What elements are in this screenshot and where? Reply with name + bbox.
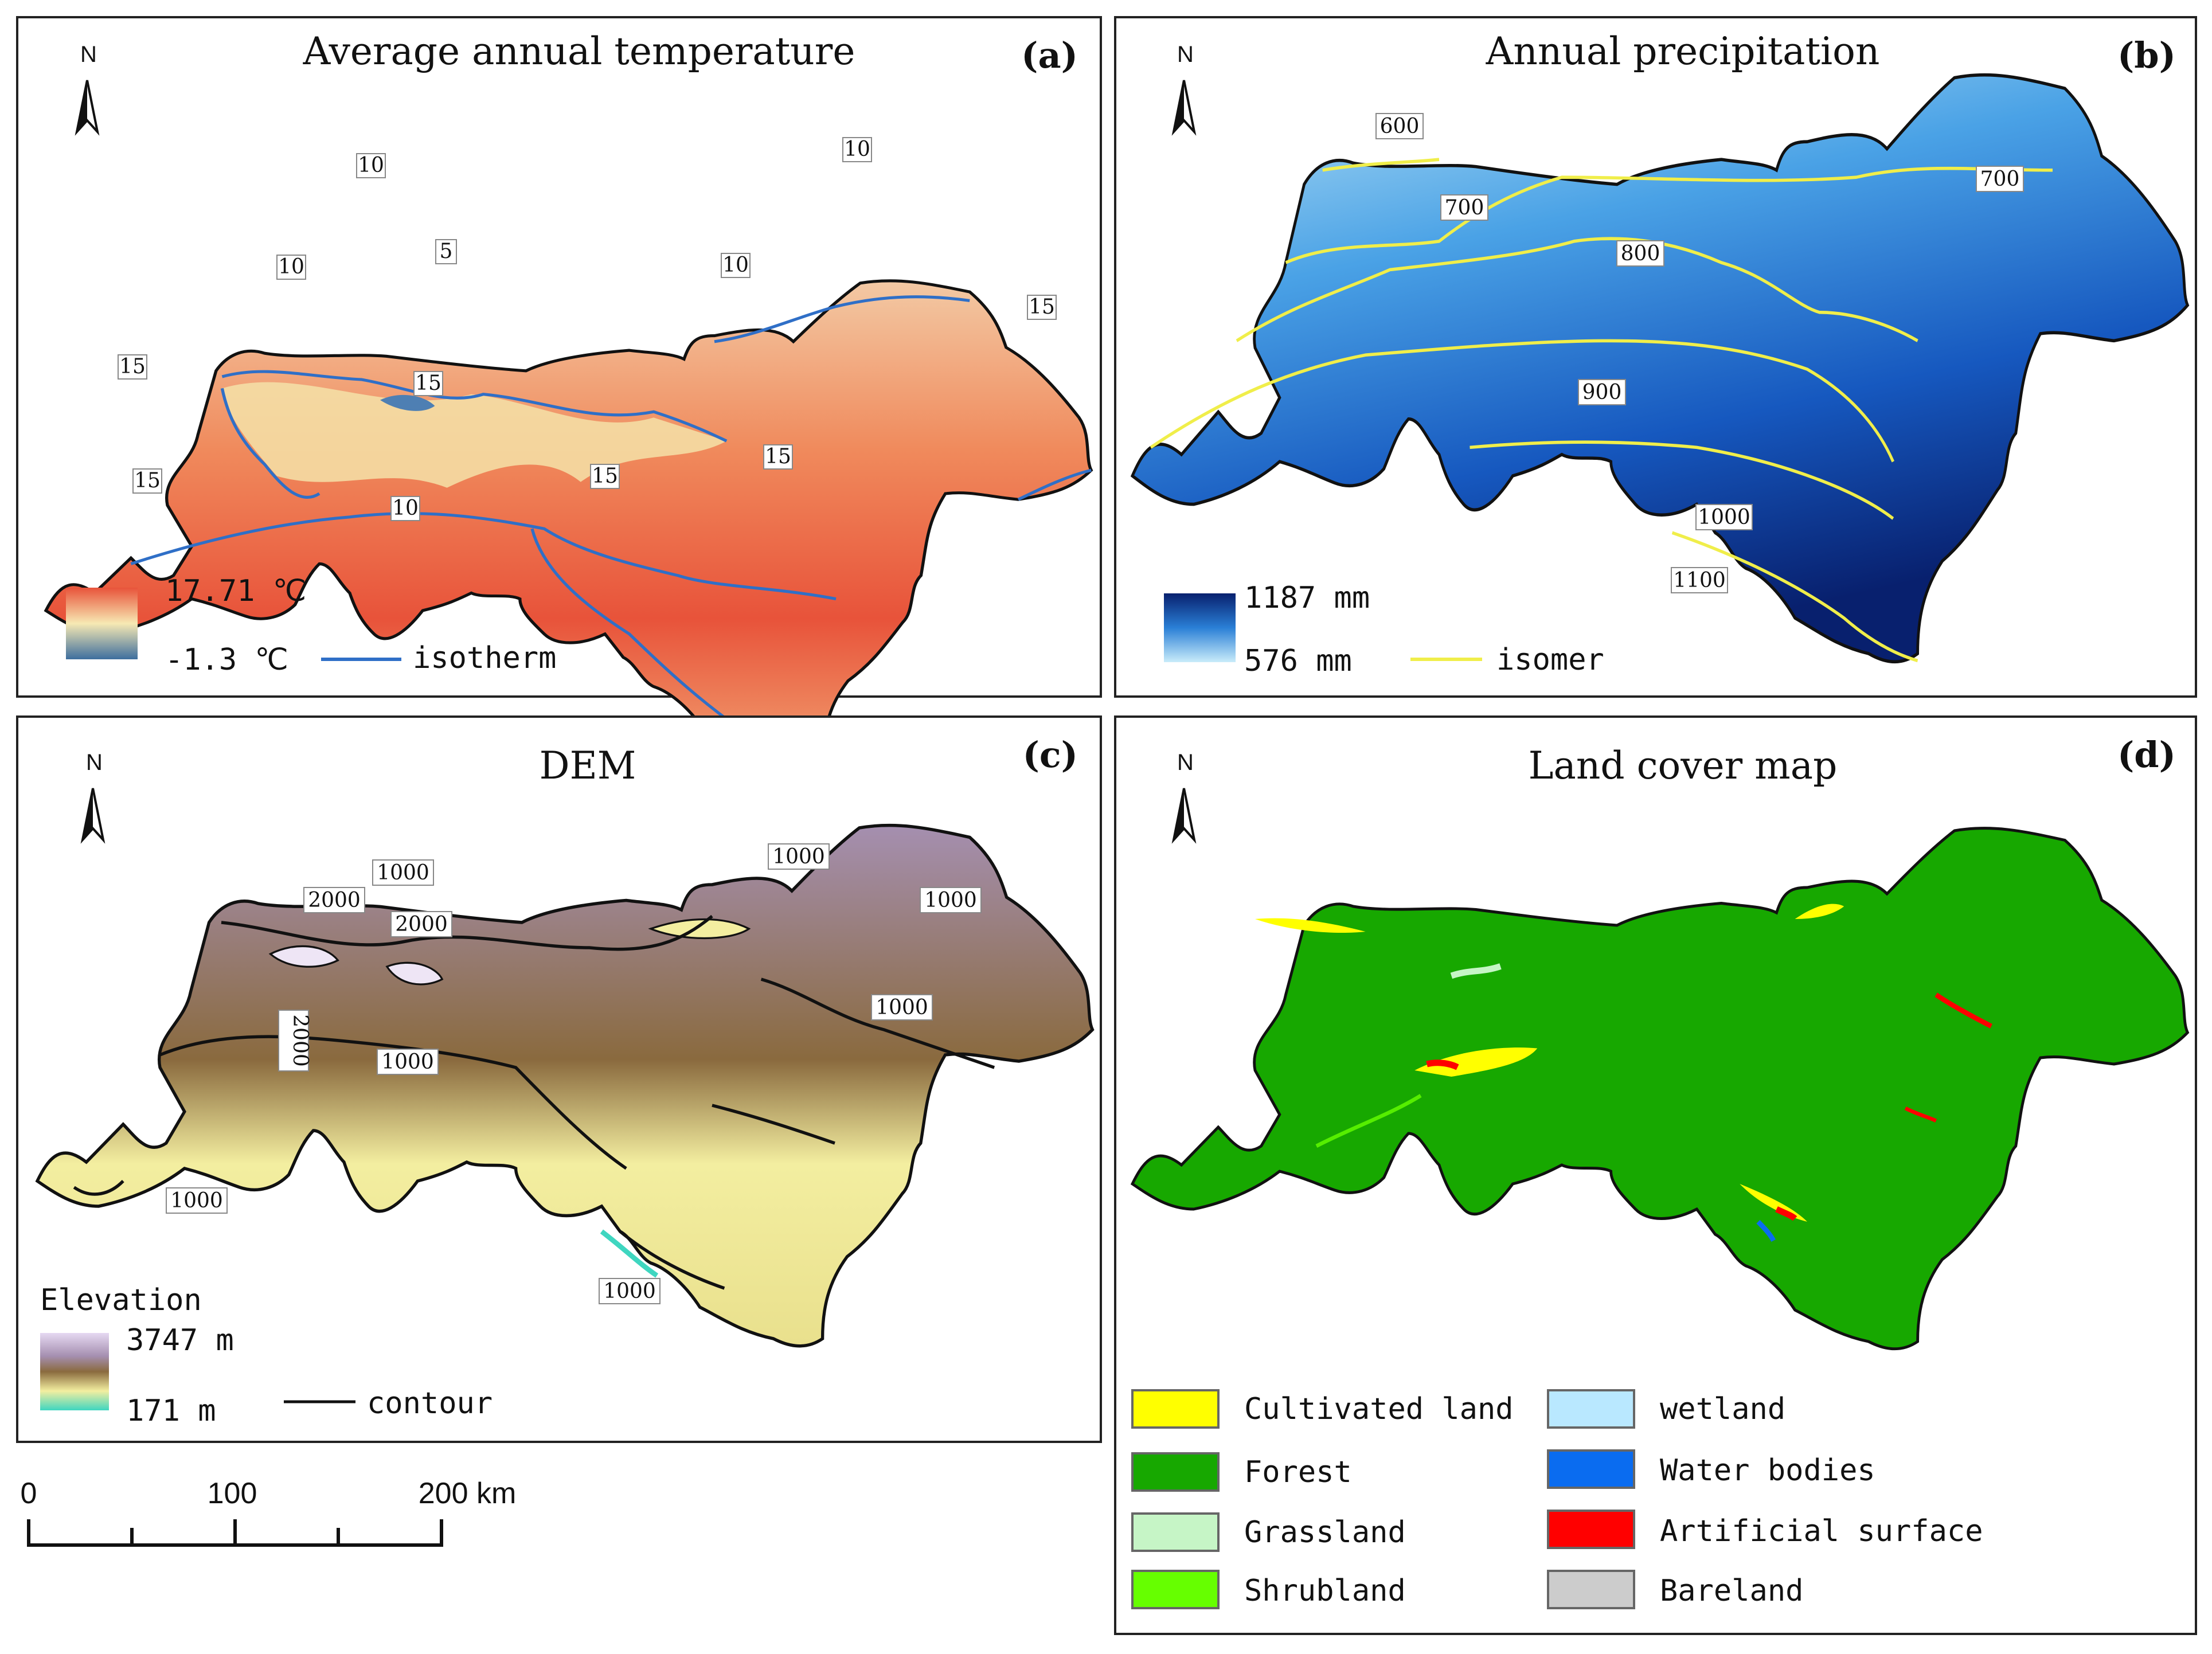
svg-text:Bareland: Bareland	[1660, 1574, 1803, 1608]
svg-text:10: 10	[358, 154, 384, 177]
panel-b-title: Annual precipitation	[1486, 29, 1880, 73]
svg-text:5: 5	[440, 240, 453, 263]
legend-item-artificial-surface: Artificial surface	[1547, 1510, 1983, 1549]
svg-text:1000: 1000	[377, 861, 429, 885]
svg-text:15: 15	[415, 372, 441, 395]
panel-d-title: Land cover map	[1529, 744, 1838, 788]
temperature-map	[46, 281, 1091, 764]
legend-item-shrubland: Shrubland	[1131, 1570, 1406, 1609]
precipitation-map	[1132, 75, 2187, 662]
legend-item-cultivated-land: Cultivated land	[1131, 1389, 1514, 1429]
svg-text:Forest: Forest	[1244, 1455, 1352, 1489]
svg-text:15: 15	[134, 469, 161, 492]
legend-max: 17.71 ℃	[165, 574, 306, 608]
panel-c-title: DEM	[540, 744, 636, 788]
svg-text:Artificial surface: Artificial surface	[1660, 1514, 1983, 1549]
legend-item-bareland: Bareland	[1547, 1570, 1803, 1609]
svg-text:Water bodies: Water bodies	[1660, 1453, 1875, 1488]
panel-d-label: (d)	[2117, 734, 2176, 776]
panel-a-label: (a)	[1021, 34, 1078, 76]
isomer-legend-label: isomer	[1496, 643, 1604, 677]
svg-text:15: 15	[119, 355, 146, 378]
panel-a-title: Average annual temperature	[303, 29, 855, 73]
panel-c: N DEM (c) 1000 2000 2000 1000 1000 10	[16, 715, 1102, 1443]
svg-text:1100: 1100	[1673, 569, 1726, 592]
north-label: N	[86, 750, 103, 775]
svg-text:700: 700	[1980, 167, 2020, 191]
scale-bar: 0 100 200 km	[21, 1477, 517, 1547]
land-cover-map	[1132, 828, 2187, 1349]
svg-text:900: 900	[1582, 381, 1622, 404]
isotherm-legend-label: isotherm	[413, 641, 556, 675]
legend-min: -1.3 ℃	[165, 643, 288, 677]
isomer-labels: 600 700 700 800 900 1000 1100	[1375, 113, 2024, 593]
legend-max: 3747 m	[126, 1323, 234, 1358]
scale-tick-200: 200 km	[419, 1477, 517, 1510]
svg-text:15: 15	[1029, 295, 1055, 319]
svg-text:10: 10	[278, 255, 304, 279]
svg-text:700: 700	[1445, 196, 1484, 220]
isomer-lines	[1150, 158, 2053, 663]
isotherm-labels: 10 10 5 10 10 15 15 15 15 15 15 10	[118, 137, 1057, 521]
svg-text:800: 800	[1621, 242, 1660, 265]
svg-text:wetland: wetland	[1660, 1392, 1785, 1426]
svg-text:1000: 1000	[772, 845, 825, 869]
north-label: N	[1177, 750, 1194, 775]
temperature-legend-ramp	[66, 588, 138, 659]
svg-text:15: 15	[592, 464, 618, 488]
svg-text:10: 10	[392, 496, 419, 520]
svg-text:Grassland: Grassland	[1244, 1515, 1406, 1550]
land-cover-legend: Cultivated land Forest Grassland Shrubla…	[1131, 1389, 1983, 1609]
legend-item-water-bodies: Water bodies	[1547, 1449, 1875, 1489]
north-label: N	[1177, 42, 1194, 67]
svg-text:1000: 1000	[603, 1280, 656, 1303]
panel-d: N Land cover map (d) Cultivated land	[1114, 715, 2197, 1635]
svg-text:2000: 2000	[308, 889, 361, 912]
svg-text:2000: 2000	[395, 913, 448, 936]
isotherm-lines	[130, 295, 1092, 746]
svg-text:15: 15	[765, 445, 791, 468]
elevation-legend-title: Elevation	[40, 1283, 202, 1317]
panel-b: N Annual precipitation (b) 600 700 700 8…	[1114, 16, 2197, 698]
legend-min: 171 m	[126, 1394, 216, 1428]
north-label: N	[80, 42, 97, 67]
elevation-map	[37, 826, 1092, 1346]
legend-min: 576 mm	[1244, 644, 1352, 678]
panel-a: N Average annual temperature (a) 10 10 5…	[16, 16, 1102, 764]
svg-text:600: 600	[1380, 115, 1420, 138]
svg-text:1000: 1000	[381, 1050, 434, 1074]
svg-text:1000: 1000	[876, 996, 928, 1019]
svg-text:Cultivated land: Cultivated land	[1244, 1392, 1514, 1426]
legend-max: 1187 mm	[1244, 581, 1370, 615]
panel-b-label: (b)	[2117, 34, 2176, 76]
contour-labels: 1000 2000 2000 1000 1000 1000 2000 1000 …	[166, 843, 982, 1304]
legend-item-wetland: wetland	[1547, 1389, 1785, 1429]
svg-text:10: 10	[722, 253, 749, 277]
legend-item-grassland: Grassland	[1131, 1512, 1406, 1552]
contour-legend-label: contour	[367, 1386, 493, 1421]
panel-c-label: (c)	[1023, 734, 1078, 776]
svg-text:1000: 1000	[1698, 506, 1750, 529]
svg-text:1000: 1000	[170, 1189, 223, 1213]
svg-text:10: 10	[844, 138, 870, 161]
svg-text:2000: 2000	[288, 1014, 312, 1067]
elevation-legend-ramp	[40, 1333, 109, 1410]
svg-text:1000: 1000	[924, 889, 977, 912]
precipitation-legend-ramp	[1164, 593, 1236, 662]
legend-item-forest: Forest	[1131, 1452, 1352, 1492]
scale-tick-100: 100	[208, 1477, 257, 1510]
scale-tick-0: 0	[21, 1477, 37, 1510]
svg-text:Shrubland: Shrubland	[1244, 1574, 1406, 1608]
